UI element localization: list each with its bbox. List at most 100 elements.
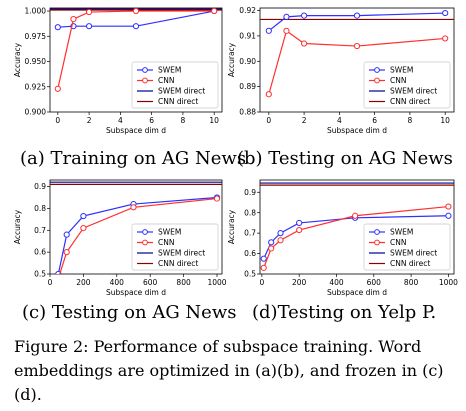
x-tick-label: 600 [367, 278, 382, 287]
legend-marker [142, 77, 148, 84]
cnn-point [132, 8, 140, 15]
legend-marker [374, 77, 380, 84]
swem-point [85, 23, 93, 30]
legend-label: CNN direct [390, 259, 430, 268]
x-tick-label: 200 [76, 278, 91, 287]
swem-point [260, 255, 267, 262]
x-tick-label: 400 [110, 278, 125, 287]
x-tick-label: 200 [292, 278, 307, 287]
swem-point [132, 23, 140, 30]
legend-label: SWEM [158, 228, 181, 237]
cnn-point [445, 203, 452, 210]
y-tick-label: 0.91 [239, 32, 256, 41]
figure-caption: Figure 2: Performance of subspace traini… [14, 337, 444, 404]
panel-d: 0 200 400 600 800 1000 0.5 0.6 0.7 0.8 0.9 Subspace… [224, 172, 464, 302]
swem-point [54, 24, 61, 31]
y-tick-label: 0.900 [25, 108, 47, 117]
swem-point [277, 230, 284, 237]
cnn-point [54, 85, 61, 92]
panel-b: 0 2 4 6 8 10 0.88 0.89 0.90 0.91 0.92 Subspace dim … [224, 0, 464, 145]
y-tick-label: 0.90 [239, 57, 256, 66]
cnn-series-line [263, 205, 449, 269]
cnn-point [442, 35, 449, 42]
x-tick-label: 800 [404, 278, 419, 287]
x-tick-label: 600 [143, 278, 158, 287]
y-axis-label: Accuracy [13, 209, 22, 244]
cnn-point [213, 195, 221, 202]
swem-point [80, 212, 87, 220]
x-tick-label: 1000 [207, 278, 226, 287]
x-tick-label: 4 [337, 116, 342, 125]
x-axis-label: Subspace dim d [106, 288, 166, 297]
y-axis-label: Accuracy [227, 42, 236, 77]
panel-caption-c: (c) Testing on AG News [22, 302, 237, 323]
panel-caption-d: (d)Testing on Yelp P. [252, 302, 437, 323]
legend-label: CNN [158, 238, 174, 247]
legend-box [363, 61, 451, 109]
y-tick-label: 0.975 [25, 32, 47, 41]
panel-caption-a: (a) Training on AG News [20, 148, 247, 169]
cnn-point [277, 237, 284, 244]
cnn-point [283, 27, 290, 34]
y-tick-label: 0.6 [34, 248, 46, 257]
cnn-point [211, 8, 218, 15]
cnn-point [352, 212, 359, 219]
legend-label: SWEM [390, 66, 413, 75]
legend-label: CNN [390, 238, 406, 247]
y-axis-label: Accuracy [13, 42, 22, 77]
legend-label: CNN direct [158, 259, 198, 268]
legend-marker [374, 239, 380, 246]
plot-area [260, 182, 454, 271]
cnn-point [265, 91, 272, 98]
swem-point [283, 13, 290, 20]
plot-frame [49, 179, 223, 275]
plot-frame [259, 179, 455, 275]
legend-label: SWEM direct [390, 249, 437, 258]
cnn-point [268, 245, 275, 252]
y-tick-label: 0.8 [244, 208, 256, 217]
panel-caption-b: (b) Testing on AG News [237, 148, 453, 169]
cnn-point [85, 8, 93, 16]
legend-box [131, 223, 219, 271]
chart-a: 0 2 4 6 8 10 0.900 0.925 0.950 0.975 1.000 Subspace… [13, 7, 223, 135]
x-tick-label: 2 [302, 116, 307, 125]
cnn-point [353, 42, 361, 50]
legend-marker [142, 67, 148, 73]
swem-point [445, 212, 452, 219]
legend-label: SWEM direct [158, 249, 205, 258]
x-tick-label: 6 [149, 116, 154, 125]
swem-point [300, 12, 308, 19]
legend-label: CNN [158, 76, 174, 85]
y-tick-label: 0.7 [244, 229, 256, 238]
legend-box [131, 61, 219, 109]
x-tick-label: 6 [372, 116, 377, 125]
x-tick-label: 800 [176, 278, 191, 287]
cnn-point [296, 226, 303, 234]
legend-label: CNN [390, 76, 406, 85]
x-axis-label: Subspace dim d [327, 288, 387, 297]
legend-label: SWEM [158, 66, 181, 75]
y-tick-label: 0.8 [34, 204, 46, 213]
swem-series-line [57, 196, 218, 274]
x-tick-label: 8 [408, 116, 413, 125]
panel-c: 0 200 400 600 800 1000 0.5 0.6 0.7 0.8 0.9 Subspace… [0, 172, 230, 302]
x-tick-label: 8 [181, 116, 186, 125]
cnn-point [130, 204, 137, 211]
y-tick-label: 0.92 [239, 6, 256, 15]
y-tick-label: 0.88 [239, 108, 256, 117]
cnn-series-line [59, 197, 218, 274]
y-tick-label: 0.9 [244, 188, 256, 197]
plot-area [50, 181, 222, 281]
cnn-point [63, 249, 70, 256]
legend-label: CNN direct [390, 97, 430, 106]
y-tick-label: 0.950 [25, 57, 47, 66]
y-tick-label: 0.7 [34, 226, 46, 235]
x-tick-label: 0 [55, 116, 60, 125]
chart-b: 0 2 4 6 8 10 0.88 0.89 0.90 0.91 0.92 Subspace dim … [227, 6, 455, 135]
legend-label: SWEM direct [158, 87, 205, 96]
cnn-point [56, 276, 61, 281]
cnn-point [300, 40, 308, 47]
x-axis-label: Subspace dim d [327, 126, 387, 135]
x-tick-label: 0 [266, 116, 271, 125]
